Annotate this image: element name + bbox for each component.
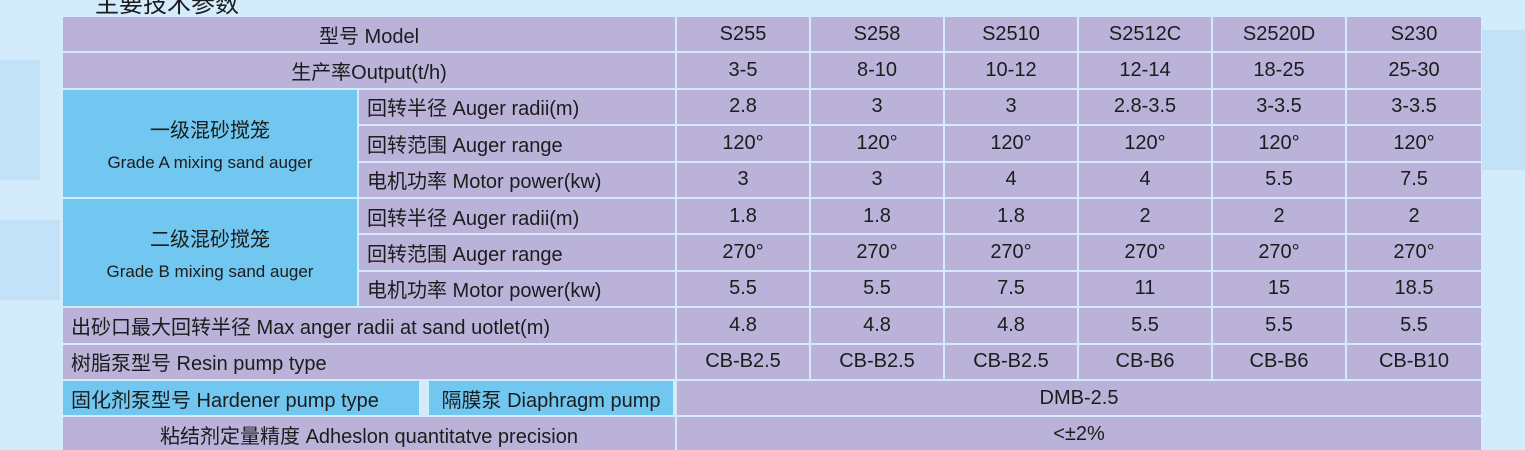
value-cell: S2512C <box>1079 17 1211 52</box>
value-cell: 4 <box>1079 162 1211 197</box>
row-label: 固化剂泵型号 Hardener pump type <box>63 381 419 416</box>
value-cell: 270° <box>1347 235 1481 270</box>
row-label: 回转范围 Auger range <box>359 235 675 270</box>
title: 主要技术参数 <box>95 0 239 18</box>
value-cell: 3 <box>811 89 943 125</box>
row-label: 回转半径 Auger radii(m) <box>359 89 675 125</box>
group-text: 二级混砂搅笼 <box>150 229 270 252</box>
value-cell: S255 <box>677 17 809 52</box>
value-cell: 5.5 <box>1347 308 1481 343</box>
value-cell: 10-12 <box>945 53 1077 88</box>
value-cell: CB-B10 <box>1347 344 1481 379</box>
value-cell: 3-5 <box>677 53 809 88</box>
row-label: 回转范围 Auger range <box>359 126 675 161</box>
value-cell: 2.8-3.5 <box>1079 89 1211 125</box>
row-label: 型号 Model <box>63 17 675 52</box>
value-cell: 25-30 <box>1347 53 1481 88</box>
value-cell: 270° <box>1079 235 1211 270</box>
value-cell: <±2% <box>677 417 1481 450</box>
value-cell: 270° <box>1213 235 1345 270</box>
row-label: 出砂口最大回转半径 Max anger radii at sand uotlet… <box>63 308 675 343</box>
value-cell: S258 <box>811 17 943 52</box>
value-cell: 4.8 <box>677 308 809 343</box>
value-cell: CB-B6 <box>1079 344 1211 379</box>
group-text: 一级混砂搅笼 <box>150 119 270 142</box>
value-cell: 120° <box>811 126 943 161</box>
group-label: 一级混砂搅笼 Grade A mixing sand auger <box>63 89 357 197</box>
group-text: Grade A mixing sand auger <box>107 152 313 172</box>
value-cell: 2.8 <box>677 89 809 125</box>
decoration <box>1482 30 1525 170</box>
value-cell: 18-25 <box>1213 53 1345 88</box>
row-label: 电机功率 Motor power(kw) <box>359 271 675 307</box>
value-cell: 270° <box>945 235 1077 270</box>
value-cell: 4.8 <box>945 308 1077 343</box>
value-cell: CB-B2.5 <box>945 344 1077 379</box>
value-cell: 3 <box>811 162 943 197</box>
value-cell: 15 <box>1213 271 1345 307</box>
value-cell: S2520D <box>1213 17 1345 52</box>
value-cell: 2 <box>1079 199 1211 234</box>
value-cell: 2 <box>1347 199 1481 234</box>
value-cell: CB-B6 <box>1213 344 1345 379</box>
value-cell: 1.8 <box>811 199 943 234</box>
value-cell: DMB-2.5 <box>677 381 1481 416</box>
value-cell: 120° <box>1079 126 1211 161</box>
pump-type: 隔膜泵 Diaphragm pump <box>429 381 673 416</box>
value-cell: 120° <box>1213 126 1345 161</box>
row-label: 粘结剂定量精度 Adheslon quantitatve precision <box>63 417 675 450</box>
value-cell: 11 <box>1079 271 1211 307</box>
value-cell: 4 <box>945 162 1077 197</box>
value-cell: 3-3.5 <box>1347 89 1481 125</box>
value-cell: 5.5 <box>1079 308 1211 343</box>
value-cell: 3 <box>945 89 1077 125</box>
value-cell: 4.8 <box>811 308 943 343</box>
row-label: 回转半径 Auger radii(m) <box>359 199 675 234</box>
value-cell: 12-14 <box>1079 53 1211 88</box>
value-cell: S2510 <box>945 17 1077 52</box>
value-cell: 8-10 <box>811 53 943 88</box>
value-cell: 1.8 <box>945 199 1077 234</box>
value-cell: 120° <box>945 126 1077 161</box>
group-text: Grade B mixing sand auger <box>106 262 314 282</box>
value-cell: CB-B2.5 <box>811 344 943 379</box>
value-cell: 270° <box>677 235 809 270</box>
value-cell: 7.5 <box>1347 162 1481 197</box>
value-cell: S230 <box>1347 17 1481 52</box>
row-label: 电机功率 Motor power(kw) <box>359 162 675 197</box>
decoration <box>0 60 40 180</box>
value-cell: 120° <box>1347 126 1481 161</box>
value-cell: 7.5 <box>945 271 1077 307</box>
value-cell: 18.5 <box>1347 271 1481 307</box>
value-cell: 5.5 <box>677 271 809 307</box>
value-cell: 120° <box>677 126 809 161</box>
value-cell: 3 <box>677 162 809 197</box>
row-label: 生产率Output(t/h) <box>63 53 675 88</box>
value-cell: 5.5 <box>811 271 943 307</box>
value-cell: 5.5 <box>1213 162 1345 197</box>
value-cell: CB-B2.5 <box>677 344 809 379</box>
value-cell: 3-3.5 <box>1213 89 1345 125</box>
value-cell: 2 <box>1213 199 1345 234</box>
value-cell: 1.8 <box>677 199 809 234</box>
decoration <box>0 220 60 300</box>
value-cell: 270° <box>811 235 943 270</box>
group-label: 二级混砂搅笼 Grade B mixing sand auger <box>63 199 357 307</box>
value-cell: 5.5 <box>1213 308 1345 343</box>
row-label: 树脂泵型号 Resin pump type <box>63 344 675 379</box>
